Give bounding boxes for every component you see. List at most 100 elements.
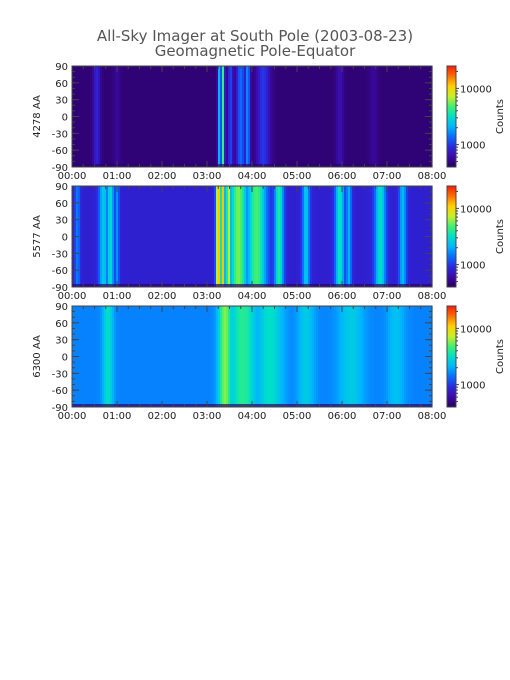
heatmap-column (298, 306, 301, 407)
heatmap-column (104, 66, 107, 167)
heatmap-column (290, 66, 293, 167)
heatmap-column (130, 186, 133, 287)
heatmap-column (138, 306, 141, 407)
heatmap-column (244, 306, 247, 407)
heatmap-column (132, 306, 135, 407)
heatmap-column (386, 66, 389, 167)
heatmap-column (296, 66, 299, 167)
x-tick-label: 04:00 (238, 171, 267, 182)
heatmap-column (378, 66, 381, 167)
heatmap-column (292, 186, 295, 287)
heatmap-column (388, 66, 391, 167)
heatmap-column (356, 66, 359, 167)
heatmap-column (294, 306, 297, 407)
heatmap-column (208, 66, 211, 167)
heatmap-column (328, 306, 331, 407)
heatmap-column (286, 66, 289, 167)
heatmap-column (144, 186, 147, 287)
heatmap-column (206, 186, 209, 287)
heatmap-column (136, 186, 139, 287)
x-tick-label: 05:00 (283, 291, 312, 302)
heatmap-column (342, 306, 345, 407)
heatmap-column (392, 66, 395, 167)
heatmap-column (360, 66, 363, 167)
colorbar-frame (446, 185, 457, 288)
heatmap-column (386, 186, 389, 287)
heatmap-column (182, 66, 185, 167)
heatmap-column (86, 306, 89, 407)
heatmap-column (360, 186, 363, 287)
heatmap-column (198, 306, 201, 407)
y-tick-label: 0 (62, 113, 68, 124)
x-tick-label: 05:00 (283, 171, 312, 182)
heatmap-column (150, 306, 153, 407)
heatmap-column (332, 66, 335, 167)
heatmap-column (414, 66, 417, 167)
heatmap-column (192, 186, 195, 287)
heatmap-column (388, 186, 391, 287)
heatmap-column (314, 186, 317, 287)
heatmap-column (418, 66, 421, 167)
heatmap-column (204, 186, 207, 287)
heatmap-column (364, 66, 367, 167)
heatmap-column (132, 186, 135, 287)
heatmap-column (312, 186, 315, 287)
heatmap-column (78, 186, 81, 287)
heatmap-column (160, 186, 163, 287)
y-tick-label: 60 (55, 319, 68, 330)
heatmap-column (290, 306, 293, 407)
heatmap-column (198, 66, 201, 167)
heatmap-column (218, 186, 221, 287)
heatmap-column (272, 186, 275, 287)
heatmap-column (210, 66, 213, 167)
heatmap-column (276, 306, 279, 407)
heatmap-column (282, 186, 285, 287)
heatmap-column (226, 186, 229, 287)
heatmap-column (212, 306, 215, 407)
heatmap-column (222, 66, 225, 167)
heatmap-column (140, 186, 143, 287)
heatmap-column (170, 66, 173, 167)
heatmap-column (408, 306, 411, 407)
heatmap-column (128, 186, 131, 287)
heatmap-column (120, 66, 123, 167)
heatmap-column (118, 66, 121, 167)
heatmap-column (374, 306, 377, 407)
heatmap-column (412, 306, 415, 407)
heatmap-column (216, 306, 219, 407)
heatmap-column (318, 66, 321, 167)
heatmap-column (94, 306, 97, 407)
heatmap-column (372, 66, 375, 167)
heatmap-column (320, 186, 323, 287)
heatmap-column (116, 306, 119, 407)
heatmap-column (170, 306, 173, 407)
x-tick-label: 02:00 (148, 171, 177, 182)
heatmap-column (242, 306, 245, 407)
heatmap-column (158, 186, 161, 287)
heatmap-column (256, 66, 259, 167)
heatmap-column (288, 66, 291, 167)
heatmap-column (346, 66, 349, 167)
heatmap-column (156, 186, 159, 287)
heatmap-column (144, 306, 147, 407)
heatmap-column (88, 306, 91, 407)
heatmap-column (356, 186, 359, 287)
heatmap-column (122, 186, 125, 287)
heatmap-column (126, 306, 129, 407)
heatmap-column (312, 66, 315, 167)
heatmap-column (202, 306, 205, 407)
colorbar-label: Counts (495, 219, 506, 254)
heatmap-column (200, 306, 203, 407)
heatmap-column (354, 186, 357, 287)
heatmap-column (188, 186, 191, 287)
heatmap-column (394, 306, 397, 407)
heatmap-column (274, 186, 277, 287)
heatmap-column (136, 66, 139, 167)
heatmap-column (240, 306, 243, 407)
y-tick-label: -30 (52, 369, 68, 380)
heatmap-column (114, 306, 117, 407)
panel-ylabel: 5577 AA (32, 215, 43, 258)
heatmap-column (420, 66, 423, 167)
heatmap-column (150, 66, 153, 167)
heatmap-column (376, 66, 379, 167)
